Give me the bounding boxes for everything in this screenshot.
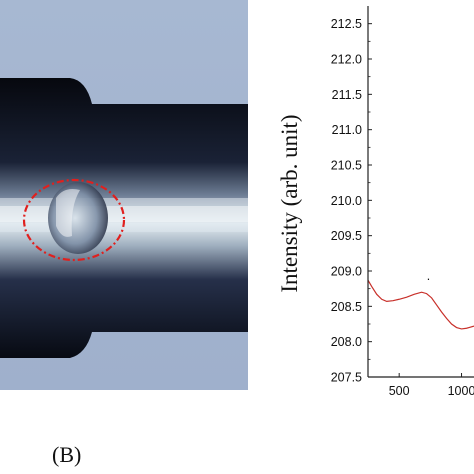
x-tick-label: 1000 bbox=[448, 384, 474, 398]
plot-axes bbox=[367, 6, 474, 378]
y-tick-label: 209.5 bbox=[331, 229, 362, 243]
annotation-dot: · bbox=[426, 272, 430, 286]
y-axis-ticks: 207.5 208.0 208.5 209.0 209.5 210.0 210.5 211.0… bbox=[331, 17, 372, 385]
y-axis-label-text: Intensity (arb. unit) bbox=[277, 114, 302, 292]
y-tick-label: 209.0 bbox=[331, 265, 362, 279]
y-tick-label: 207.5 bbox=[331, 371, 362, 385]
microscope-photo bbox=[0, 0, 252, 390]
droplet-marker-ellipse bbox=[22, 178, 126, 262]
panel-label-b: (B) bbox=[52, 442, 82, 467]
y-tick-label: 208.5 bbox=[331, 300, 362, 314]
x-axis-ticks: 500 1000 bbox=[389, 373, 474, 398]
droplet bbox=[48, 182, 108, 254]
y-tick-label: 211.5 bbox=[332, 88, 362, 102]
series-line-0 bbox=[367, 279, 474, 330]
y-tick-label: 208.0 bbox=[331, 335, 362, 349]
intensity-chart: Intensity (arb. unit) 207.5 208.0 208.5 209… bbox=[277, 6, 474, 398]
series-group bbox=[367, 279, 474, 330]
y-tick-label: 210.0 bbox=[331, 194, 362, 208]
x-tick-label: 500 bbox=[389, 384, 410, 398]
y-axis-label: Intensity (arb. unit) bbox=[277, 114, 302, 292]
y-tick-label: 210.5 bbox=[331, 159, 362, 173]
y-tick-label: 212.5 bbox=[331, 17, 362, 31]
y-tick-label: 211.0 bbox=[332, 123, 362, 137]
annotations: · bbox=[426, 272, 430, 286]
y-tick-label: 212.0 bbox=[331, 53, 362, 67]
